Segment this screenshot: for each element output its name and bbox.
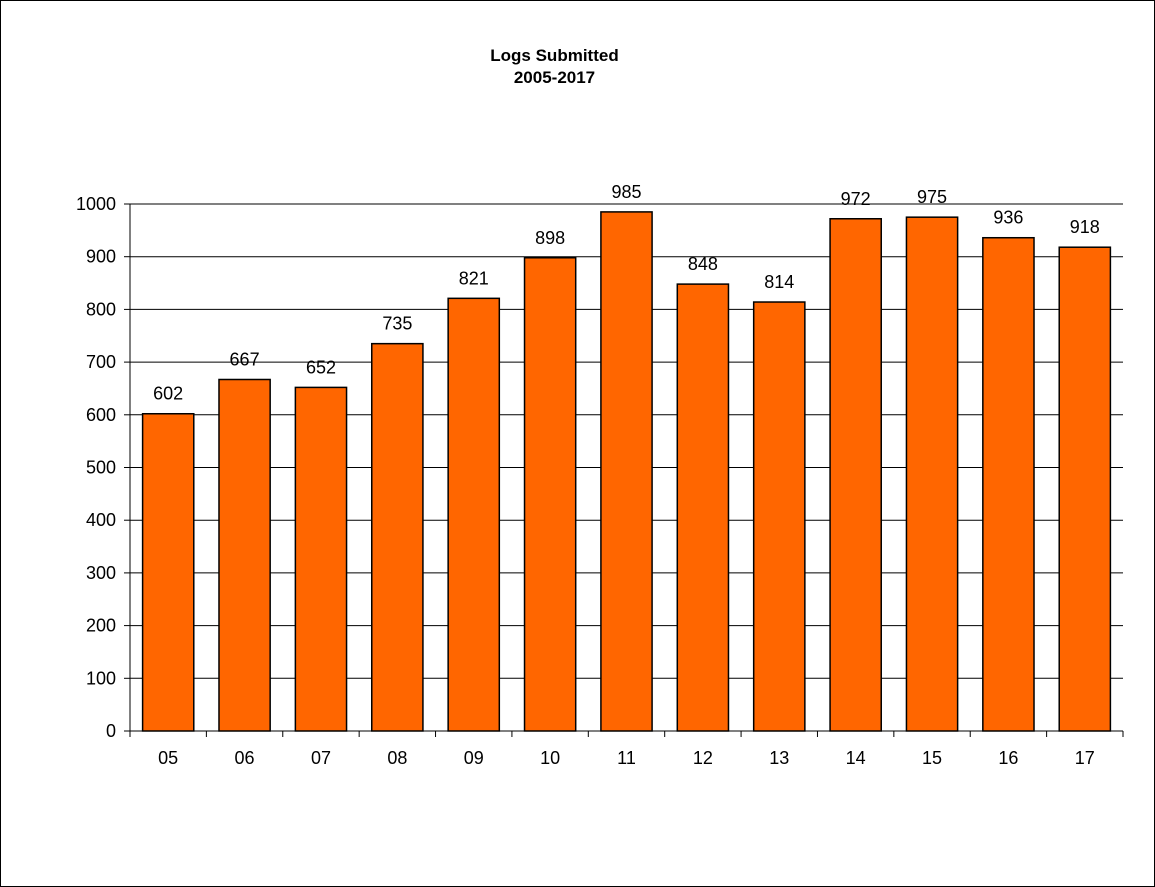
bar <box>600 211 653 732</box>
bars <box>141 211 1112 732</box>
bar <box>982 236 1035 732</box>
x-tick-label: 05 <box>158 748 178 768</box>
bar <box>447 297 501 732</box>
y-tick-label: 300 <box>86 563 116 583</box>
y-tick-label: 1000 <box>76 194 116 214</box>
y-tick-label: 500 <box>86 458 116 478</box>
data-label: 667 <box>230 349 260 369</box>
y-tick-label: 700 <box>86 352 116 372</box>
bar <box>294 386 348 732</box>
bar <box>523 257 577 732</box>
bar <box>1058 246 1112 732</box>
labels: 0 100 200 300 400 500 600 700 800 900 1000 602 05 667… <box>76 182 1100 768</box>
x-tick-label: 17 <box>1075 748 1095 768</box>
data-label: 975 <box>917 187 947 207</box>
bar <box>371 342 424 732</box>
data-label: 898 <box>535 228 565 248</box>
data-label: 985 <box>611 182 641 202</box>
x-tick-label: 09 <box>464 748 484 768</box>
x-tick-label: 06 <box>235 748 255 768</box>
x-tick-label: 14 <box>846 748 866 768</box>
data-label: 652 <box>306 357 336 377</box>
bar <box>829 218 882 732</box>
bar <box>752 301 806 732</box>
x-tick-label: 07 <box>311 748 331 768</box>
bar <box>905 216 959 732</box>
y-tick-label: 800 <box>86 299 116 319</box>
chart-title: Logs Submitted 2005-2017 <box>1 45 1108 89</box>
x-tick-label: 16 <box>998 748 1018 768</box>
data-label: 972 <box>841 189 871 209</box>
y-tick-label: 900 <box>86 247 116 267</box>
y-tick-label: 100 <box>86 668 116 688</box>
bar <box>676 283 730 732</box>
x-tick-label: 13 <box>769 748 789 768</box>
x-tick-label: 10 <box>540 748 560 768</box>
x-tick-label: 11 <box>617 748 636 768</box>
data-label: 821 <box>459 268 489 288</box>
x-tick-label: 12 <box>693 748 713 768</box>
y-tick-label: 600 <box>86 405 116 425</box>
data-label: 936 <box>993 208 1023 228</box>
y-tick-label: 200 <box>86 616 116 636</box>
bar <box>218 378 271 732</box>
data-label: 735 <box>382 314 412 334</box>
chart-subtitle-line: 2005-2017 <box>513 68 596 87</box>
data-label: 918 <box>1070 217 1100 237</box>
data-label: 848 <box>688 254 718 274</box>
y-tick-label: 400 <box>86 510 116 530</box>
chart-title-line: Logs Submitted <box>490 46 619 65</box>
y-tick-label: 0 <box>106 721 116 741</box>
x-tick-label: 08 <box>387 748 407 768</box>
x-tick-label: 15 <box>922 748 942 768</box>
data-label: 602 <box>153 384 183 404</box>
bar <box>141 412 195 732</box>
data-label: 814 <box>764 272 794 292</box>
